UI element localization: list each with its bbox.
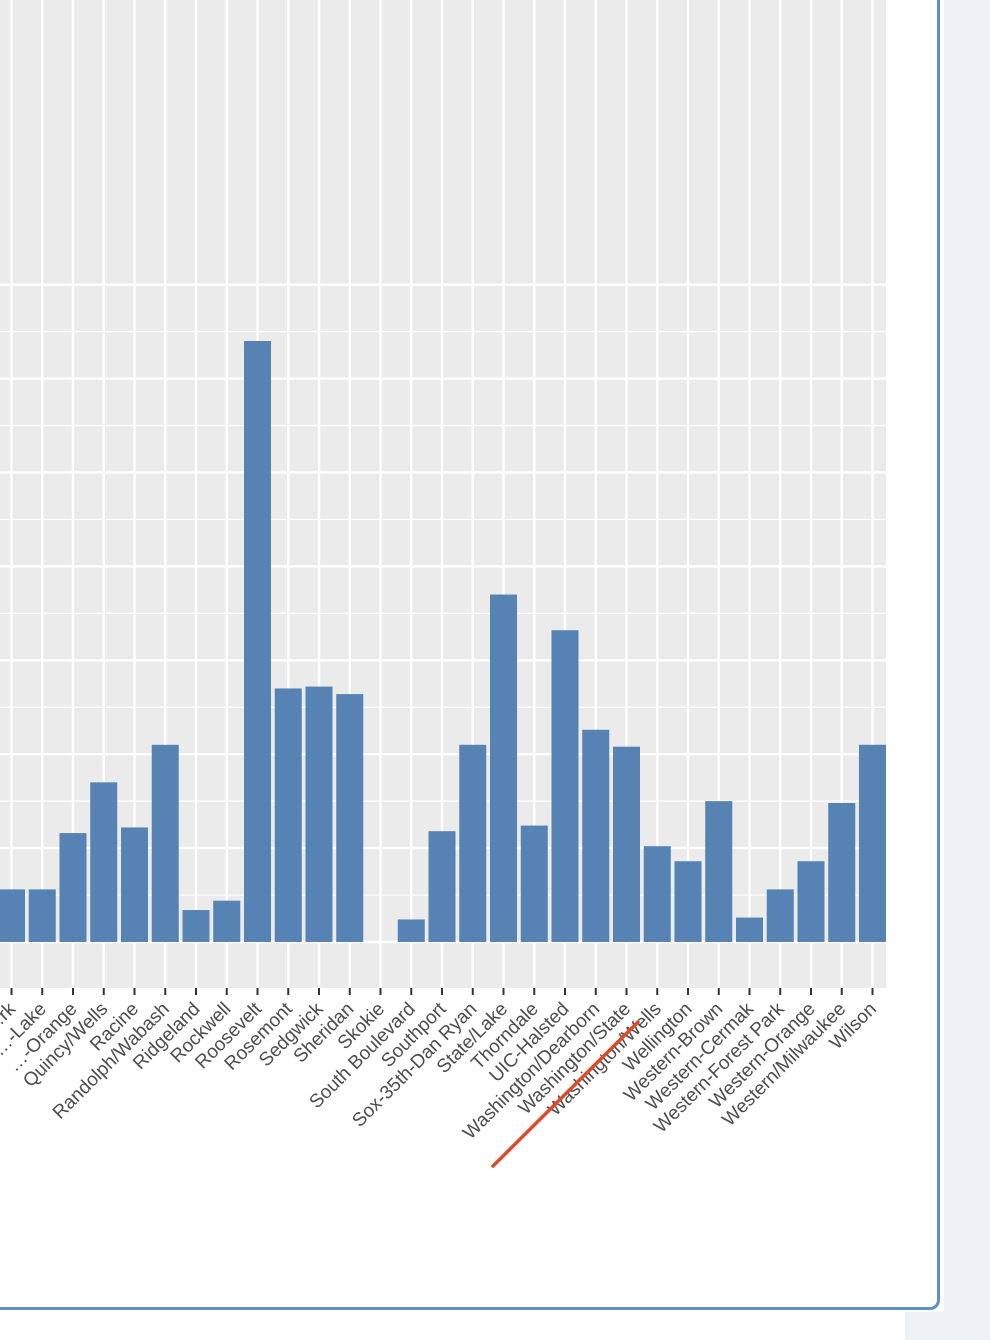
bar [520, 825, 548, 942]
bar [459, 744, 487, 942]
bar [121, 827, 148, 942]
bar [736, 917, 763, 942]
bar [766, 889, 794, 942]
bar [643, 846, 671, 942]
bar [182, 910, 210, 942]
page-bottom-strip [905, 1312, 990, 1340]
bar [674, 861, 702, 942]
bar [305, 686, 333, 942]
bar [797, 861, 825, 942]
page-side-strip [944, 0, 990, 1340]
red-strike-annotation [491, 1020, 640, 1168]
x-axis-tick-labels: …rk…-Lake…-OrangeQuincy/WellsRacineRando… [0, 998, 881, 1144]
bar [213, 900, 241, 942]
bar [0, 889, 25, 942]
bar [582, 729, 610, 942]
bar [490, 594, 517, 942]
bar [336, 694, 364, 942]
bar [428, 831, 456, 942]
bar [397, 919, 425, 942]
bar [274, 688, 302, 942]
bar [551, 630, 579, 942]
bar [244, 341, 271, 942]
bar [28, 889, 56, 942]
bar [828, 803, 856, 942]
bar [859, 744, 886, 942]
bar [613, 746, 640, 942]
bar [151, 744, 179, 942]
bar [59, 833, 87, 942]
bar [705, 801, 733, 942]
bar [90, 782, 118, 942]
bars [0, 341, 886, 942]
x-axis-ticks [10, 988, 874, 995]
